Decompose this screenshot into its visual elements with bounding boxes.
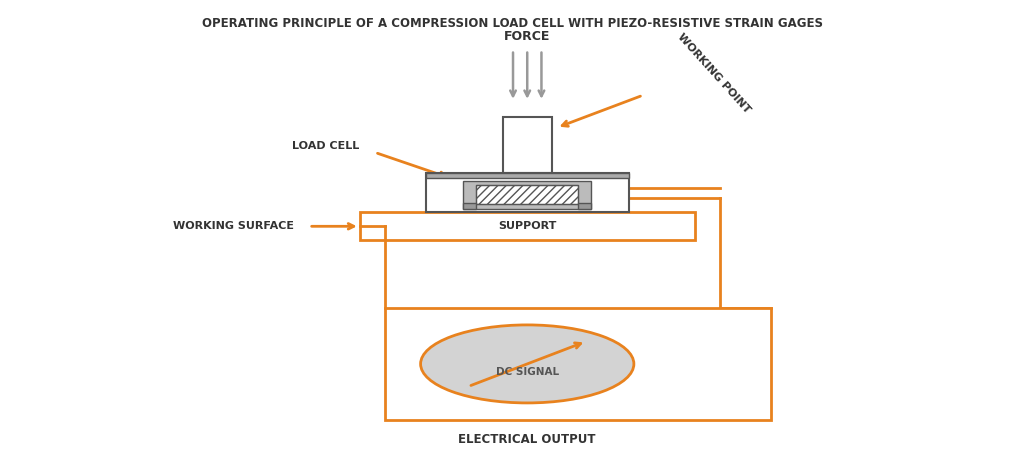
Ellipse shape — [421, 325, 634, 403]
Text: FORCE: FORCE — [504, 30, 551, 43]
Bar — [578, 203, 591, 209]
Text: SUPPORT: SUPPORT — [498, 221, 556, 231]
Bar — [385, 307, 771, 420]
Text: LOAD CELL: LOAD CELL — [293, 141, 359, 151]
Text: OPERATING PRINCIPLE OF A COMPRESSION LOAD CELL WITH PIEZO-RESISTIVE STRAIN GAGES: OPERATING PRINCIPLE OF A COMPRESSION LOA… — [202, 17, 822, 30]
Bar — [463, 203, 476, 209]
Bar — [359, 212, 695, 240]
Bar — [463, 181, 591, 209]
Bar — [426, 173, 629, 178]
Bar — [503, 117, 552, 173]
Bar — [578, 203, 591, 209]
Bar — [463, 203, 476, 209]
Text: WORKING SURFACE: WORKING SURFACE — [173, 221, 294, 231]
Text: DC SIGNAL: DC SIGNAL — [496, 367, 559, 377]
Text: WORKING POINT: WORKING POINT — [676, 32, 753, 115]
Bar — [476, 185, 578, 204]
Text: ELECTRICAL OUTPUT: ELECTRICAL OUTPUT — [459, 433, 596, 446]
Bar — [476, 185, 578, 204]
Bar — [463, 181, 591, 209]
Bar — [476, 185, 578, 204]
Bar — [426, 173, 629, 178]
Bar — [426, 173, 629, 212]
